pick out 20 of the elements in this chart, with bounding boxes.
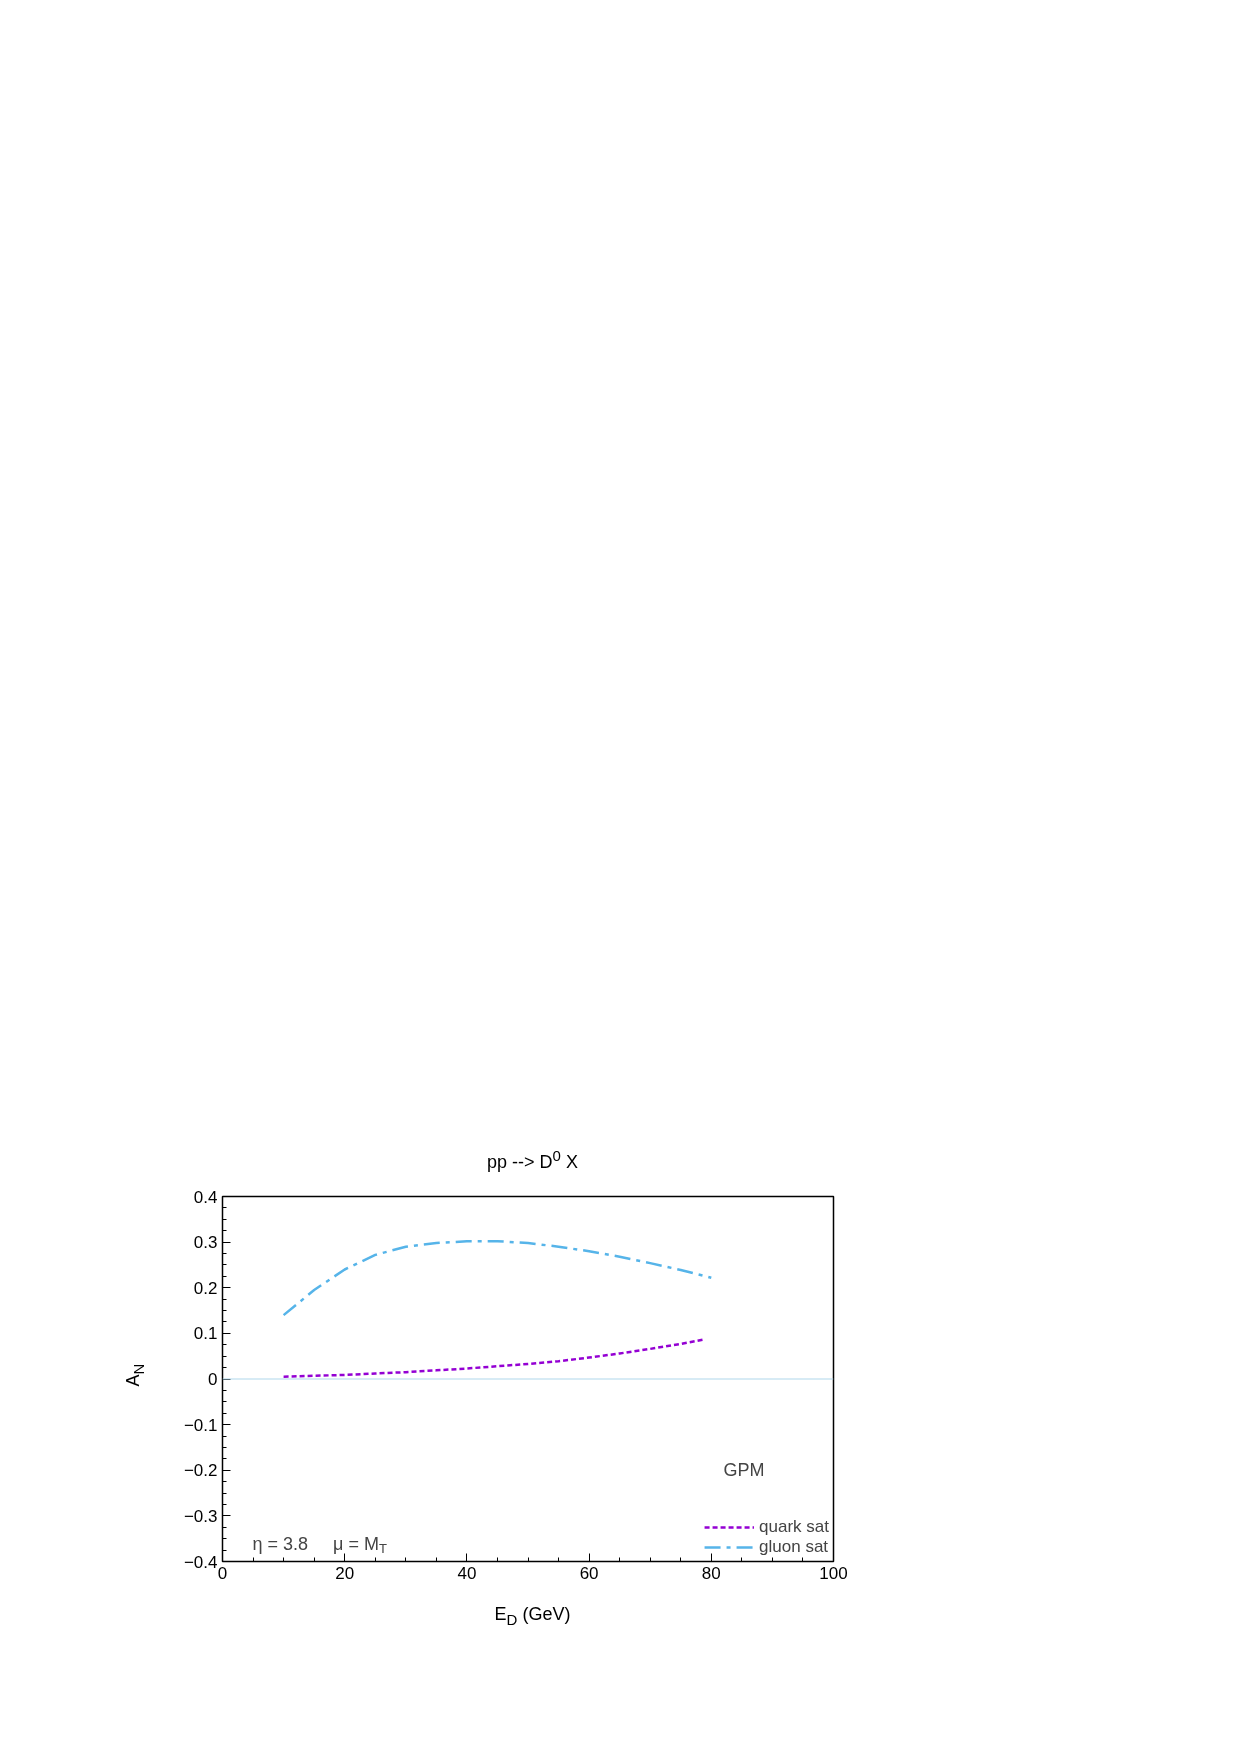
y-tick-label: −0.4 — [183, 1552, 218, 1572]
legend-label: quark sat — [759, 1517, 829, 1537]
legend-label: gluon sat — [759, 1537, 829, 1557]
y-tick-label: −0.3 — [183, 1506, 218, 1526]
y-tick-label: 0.3 — [193, 1233, 218, 1253]
x-tick-label: 20 — [335, 1563, 355, 1583]
annotation: GPM — [723, 1459, 765, 1480]
x-tick-label: 40 — [457, 1563, 477, 1583]
x-tick-label: 100 — [819, 1563, 848, 1583]
y-tick-label: 0 — [208, 1370, 218, 1389]
y-tick-label: 0.1 — [193, 1324, 218, 1344]
x-tick-label: 60 — [579, 1563, 599, 1583]
y-tick-label: −0.2 — [183, 1461, 218, 1481]
x-axis-title: E$_{D}$ (GeV) — [494, 1603, 571, 1630]
y-tick-label: −0.1 — [183, 1415, 218, 1435]
y-tick-label: 0.2 — [193, 1278, 218, 1298]
chart-title: pp --> D$^{0}$ X — [487, 1146, 578, 1174]
y-tick-label: 0.4 — [193, 1187, 218, 1207]
x-tick-label: 80 — [701, 1563, 721, 1583]
line-series — [282, 1239, 713, 1317]
